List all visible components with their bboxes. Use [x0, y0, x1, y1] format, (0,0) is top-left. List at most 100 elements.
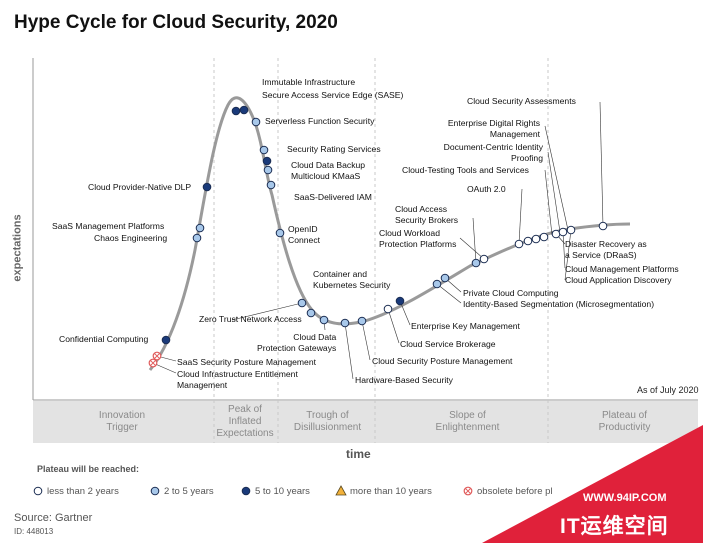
marker-cloud-provider-native-dlp: [202, 182, 212, 192]
label-enterprise-digital-rights-management: Enterprise Digital Rights Management: [447, 118, 540, 139]
x-axis-label: time: [346, 447, 371, 461]
marker-enterprise-digital-rights-management: [523, 236, 533, 246]
marker-saas-management-platforms: [195, 223, 205, 233]
marker-saas-security-posture-management: [152, 351, 162, 361]
label-cloud-data-protection-gateways: Cloud Data Protection Gateways: [257, 332, 337, 353]
marker-zero-trust-network-access: [306, 308, 316, 318]
label-saas-security-posture-management: SaaS Security Posture Management: [177, 357, 317, 367]
leader-line: [344, 322, 354, 380]
label-sase: Secure Access Service Edge (SASE): [262, 90, 404, 100]
source-note: Source: Gartner: [14, 512, 93, 524]
label-ciem: Cloud Infrastructure Entitlement Manageme…: [177, 369, 298, 390]
label-saas-management-platforms: SaaS Management Platforms: [52, 221, 165, 231]
label-multicloud-kmaas: Multicloud KMaaS: [291, 171, 361, 181]
marker-cloud-testing-tools-and-services: [539, 232, 549, 242]
legend-symbol-more-than-10-years: [335, 485, 347, 496]
marker-serverless-function-security: [251, 117, 261, 127]
marker-disaster-recovery-as-a-service-draas: [551, 229, 561, 239]
leader-line: [399, 300, 411, 326]
legend-symbol-obsolete-before-plateau: [463, 486, 473, 496]
as-of-note: As of July 2020: [637, 385, 699, 395]
legend-symbol-2-to-5-years: [150, 486, 160, 496]
document-id: ID: 448013: [14, 527, 54, 536]
label-cloud-security-posture-management: Cloud Security Posture Management: [372, 356, 513, 366]
marker-chaos-engineering: [192, 233, 202, 243]
marker-cloud-service-brokerage: [383, 304, 393, 314]
label-hardware-based-security: Hardware-Based Security: [355, 375, 453, 385]
leader-lines: [152, 101, 604, 380]
marker-oauth-2-0: [514, 239, 524, 249]
leader-line: [231, 302, 303, 321]
phase-innovation-trigger: Innovation Trigger: [98, 410, 146, 433]
legend-symbol-less-than-2-years: [33, 486, 43, 496]
label-cloud-testing-tools: Cloud-Testing Tools and Services: [402, 165, 529, 175]
label-security-rating-services: Security Rating Services: [287, 144, 381, 154]
leader-line: [472, 217, 477, 264]
phase-band: [33, 401, 698, 443]
phase-slope: Slope of Enlightenment: [435, 410, 500, 433]
label-cloud-provider-native-dlp: Cloud Provider-Native DLP: [88, 182, 192, 192]
leader-line: [518, 188, 523, 245]
marker-cloud-security-assessments: [598, 221, 608, 231]
marker-cloud-security-posture-management: [357, 316, 367, 326]
label-private-cloud-computing: Private Cloud Computing: [463, 288, 559, 298]
marker-openid-connect: [275, 228, 285, 238]
marker-private-cloud-computing: [440, 273, 450, 283]
leader-line: [436, 283, 462, 304]
label-identity-based-segmentation: Identity-Based Segmentation (Microsegmen…: [463, 299, 655, 309]
marker-enterprise-key-management: [395, 296, 405, 306]
label-draas: Disaster Recovery as a Service (DRaaS): [565, 239, 647, 260]
label-oauth-2-0: OAuth 2.0: [467, 184, 506, 194]
label-zero-trust-network-access: Zero Trust Network Access: [199, 314, 302, 324]
leader-line: [562, 231, 566, 269]
marker-multicloud-kmaas: [263, 165, 273, 175]
marker-security-rating-services: [259, 145, 269, 155]
marker-cloud-infrastructure-entitlement-management: [148, 358, 158, 368]
leader-line: [459, 237, 485, 260]
watermark-banner: [482, 425, 703, 543]
marker-identity-based-segmentation-microsegmentation: [432, 279, 442, 289]
leader-line: [599, 101, 604, 227]
label-cloud-workload-protection-platforms: Cloud Workload Protection Platforms: [379, 228, 457, 249]
phase-peak: Peak of Inflated Expectations: [216, 404, 274, 439]
leader-line: [544, 169, 553, 236]
marker-saas-delivered-iam: [266, 180, 276, 190]
label-document-centric-identity-proofing: Document-Centric Identity Proofing: [443, 142, 543, 163]
leader-line: [544, 125, 569, 231]
phase-trough: Trough of Disillusionment: [293, 410, 362, 433]
label-chaos-engineering: Chaos Engineering: [94, 233, 168, 243]
phase-plateau: Plateau of Productivity: [598, 410, 651, 433]
marker-immutable-infrastructure: [231, 106, 241, 116]
marker-confidential-computing: [161, 335, 171, 345]
label-cloud-data-backup: Cloud Data Backup: [291, 160, 366, 170]
marker-document-centric-identity-proofing: [531, 234, 541, 244]
marker-container-and-kubernetes-security: [297, 298, 307, 308]
leader-line: [547, 151, 561, 233]
label-immutable-infrastructure: Immutable Infrastructure: [262, 77, 356, 87]
label-saas-delivered-iam: SaaS-Delivered IAM: [294, 192, 372, 202]
label-serverless-function-security: Serverless Function Security: [265, 116, 375, 126]
label-openid-connect: OpenID Connect: [288, 224, 321, 245]
watermark-url: WWW.94IP.COM: [583, 492, 667, 504]
marker-cloud-workload-protection-platforms: [479, 254, 489, 264]
label-container-kubernetes-security: Container and Kubernetes Security: [313, 269, 391, 290]
y-axis-label: expectations: [11, 214, 24, 282]
chart-title: Hype Cycle for Cloud Security, 2020: [14, 12, 338, 33]
label-cloud-access-security-brokers: Cloud Access Security Brokers: [395, 204, 459, 225]
hype-curve: [148, 96, 631, 371]
marker-secure-access-service-edge-sase: [239, 105, 249, 115]
marker-hardware-based-security: [340, 318, 350, 328]
marker-cloud-access-security-brokers: [471, 258, 481, 268]
label-cloud-service-brokerage: Cloud Service Brokerage: [400, 339, 496, 349]
leader-line: [564, 229, 572, 281]
watermark-name: IT运维空间: [560, 515, 669, 538]
marker-cloud-management-platforms: [558, 227, 568, 237]
label-cloud-security-assessments: Cloud Security Assessments: [467, 96, 576, 106]
marker-cloud-application-discovery: [566, 225, 576, 235]
label-cloud-application-discovery: Cloud Application Discovery: [565, 275, 672, 285]
legend-symbol-5-to-10-years: [241, 486, 251, 496]
marker-cloud-data-backup: [262, 156, 272, 166]
leader-line: [387, 308, 400, 344]
